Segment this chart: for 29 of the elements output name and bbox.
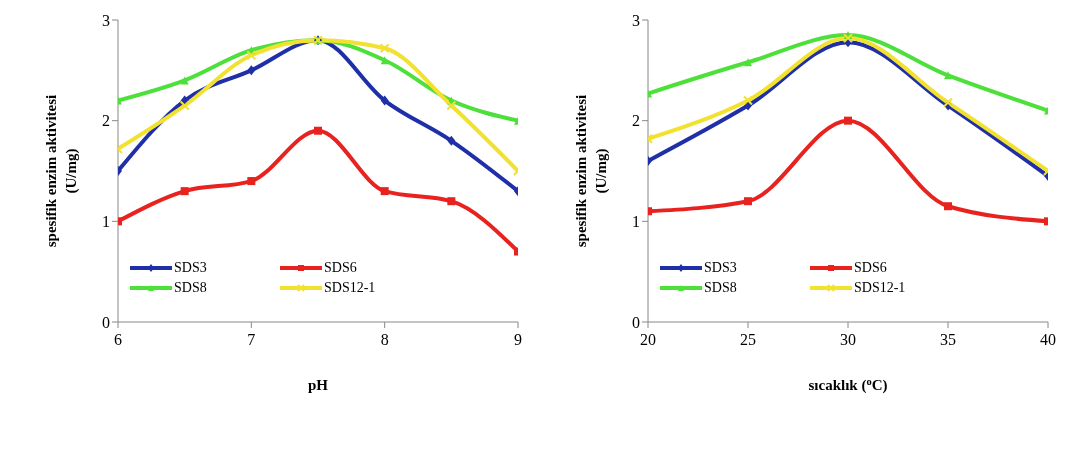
x-tick-label: 6 — [114, 331, 122, 349]
x-tick-label: 7 — [247, 331, 256, 349]
legend-label: SDS12-1 — [854, 280, 906, 296]
y-tick-label: 2 — [632, 112, 640, 130]
legend-label: SDS8 — [704, 280, 737, 296]
legend-label: SDS6 — [854, 260, 887, 276]
y-axis-title: spesifik enzim aktivitesi (U/mg) — [43, 94, 80, 248]
y-axis-title: spesifik enzim aktivitesi (U/mg) — [573, 94, 610, 248]
y-tick-label: 1 — [632, 213, 640, 231]
legend-label: SDS3 — [704, 260, 737, 276]
x-tick-label: 9 — [514, 331, 522, 349]
legend-label: SDS3 — [174, 260, 207, 276]
x-tick-label: 40 — [1040, 331, 1056, 349]
legend-label: SDS8 — [174, 280, 207, 296]
y-tick-label: 3 — [632, 11, 640, 29]
x-tick-label: 8 — [380, 331, 389, 349]
y-tick-label: 3 — [102, 11, 110, 29]
y-tick-label: 2 — [102, 112, 110, 130]
legend-label: SDS12-1 — [324, 280, 376, 296]
y-tick-label: 0 — [632, 313, 640, 331]
x-axis-title: sıcaklık ($^{o}$C) — [808, 375, 888, 394]
y-tick-label: 0 — [102, 313, 110, 331]
x-axis-title: pH — [307, 377, 329, 393]
x-tick-label: 35 — [940, 331, 956, 349]
legend-label: SDS6 — [324, 260, 357, 276]
x-tick-label: 30 — [840, 331, 856, 349]
x-tick-label: 25 — [740, 331, 756, 349]
y-tick-label: 1 — [102, 213, 110, 231]
x-tick-label: 20 — [640, 331, 656, 349]
